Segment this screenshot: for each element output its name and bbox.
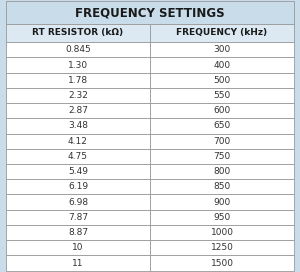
Text: FREQUENCY (kHz): FREQUENCY (kHz) bbox=[176, 28, 268, 38]
Bar bbox=[150, 24, 294, 42]
Bar bbox=[6, 88, 150, 103]
Text: 2.87: 2.87 bbox=[68, 106, 88, 115]
Text: 8.87: 8.87 bbox=[68, 228, 88, 237]
Text: 7.87: 7.87 bbox=[68, 213, 88, 222]
Text: 400: 400 bbox=[213, 60, 231, 70]
Text: FREQUENCY SETTINGS: FREQUENCY SETTINGS bbox=[75, 6, 225, 19]
Bar bbox=[6, 42, 150, 57]
Bar bbox=[150, 149, 294, 164]
Bar bbox=[150, 240, 294, 255]
Text: 10: 10 bbox=[72, 243, 84, 252]
Bar bbox=[150, 57, 294, 73]
Text: 6.98: 6.98 bbox=[68, 197, 88, 207]
Bar bbox=[6, 240, 150, 255]
Bar bbox=[6, 103, 150, 118]
Bar bbox=[150, 118, 294, 134]
Text: RT RESISTOR (kΩ): RT RESISTOR (kΩ) bbox=[32, 28, 124, 38]
Bar bbox=[150, 134, 294, 149]
Text: 300: 300 bbox=[213, 45, 231, 54]
Text: 1.30: 1.30 bbox=[68, 60, 88, 70]
Text: 11: 11 bbox=[72, 258, 84, 268]
Text: 0.845: 0.845 bbox=[65, 45, 91, 54]
Text: 3.48: 3.48 bbox=[68, 121, 88, 131]
Text: 650: 650 bbox=[213, 121, 231, 131]
Bar bbox=[6, 179, 150, 194]
Bar bbox=[6, 210, 150, 225]
Text: 750: 750 bbox=[213, 152, 231, 161]
Text: 950: 950 bbox=[213, 213, 231, 222]
Bar bbox=[6, 134, 150, 149]
Text: 850: 850 bbox=[213, 182, 231, 191]
Bar bbox=[150, 210, 294, 225]
Text: 4.75: 4.75 bbox=[68, 152, 88, 161]
Bar bbox=[6, 225, 150, 240]
Bar bbox=[6, 255, 150, 271]
Text: 1.78: 1.78 bbox=[68, 76, 88, 85]
Text: 2.32: 2.32 bbox=[68, 91, 88, 100]
Text: 4.12: 4.12 bbox=[68, 137, 88, 146]
Bar bbox=[150, 103, 294, 118]
Text: 600: 600 bbox=[213, 106, 231, 115]
Bar bbox=[150, 42, 294, 57]
Bar bbox=[6, 24, 150, 42]
Bar bbox=[6, 194, 150, 210]
Text: 700: 700 bbox=[213, 137, 231, 146]
Bar bbox=[150, 255, 294, 271]
Text: 1500: 1500 bbox=[211, 258, 233, 268]
Bar bbox=[150, 194, 294, 210]
Bar bbox=[150, 179, 294, 194]
Text: 5.49: 5.49 bbox=[68, 167, 88, 176]
Bar bbox=[6, 1, 294, 24]
Bar bbox=[150, 164, 294, 179]
Bar bbox=[6, 149, 150, 164]
Bar bbox=[6, 118, 150, 134]
Bar bbox=[6, 57, 150, 73]
Text: 1250: 1250 bbox=[211, 243, 233, 252]
Text: 6.19: 6.19 bbox=[68, 182, 88, 191]
Bar bbox=[6, 164, 150, 179]
Bar bbox=[150, 73, 294, 88]
Text: 500: 500 bbox=[213, 76, 231, 85]
Bar bbox=[6, 73, 150, 88]
Bar bbox=[150, 225, 294, 240]
Text: 550: 550 bbox=[213, 91, 231, 100]
Bar bbox=[150, 88, 294, 103]
Text: 1000: 1000 bbox=[211, 228, 233, 237]
Text: 900: 900 bbox=[213, 197, 231, 207]
Text: 800: 800 bbox=[213, 167, 231, 176]
